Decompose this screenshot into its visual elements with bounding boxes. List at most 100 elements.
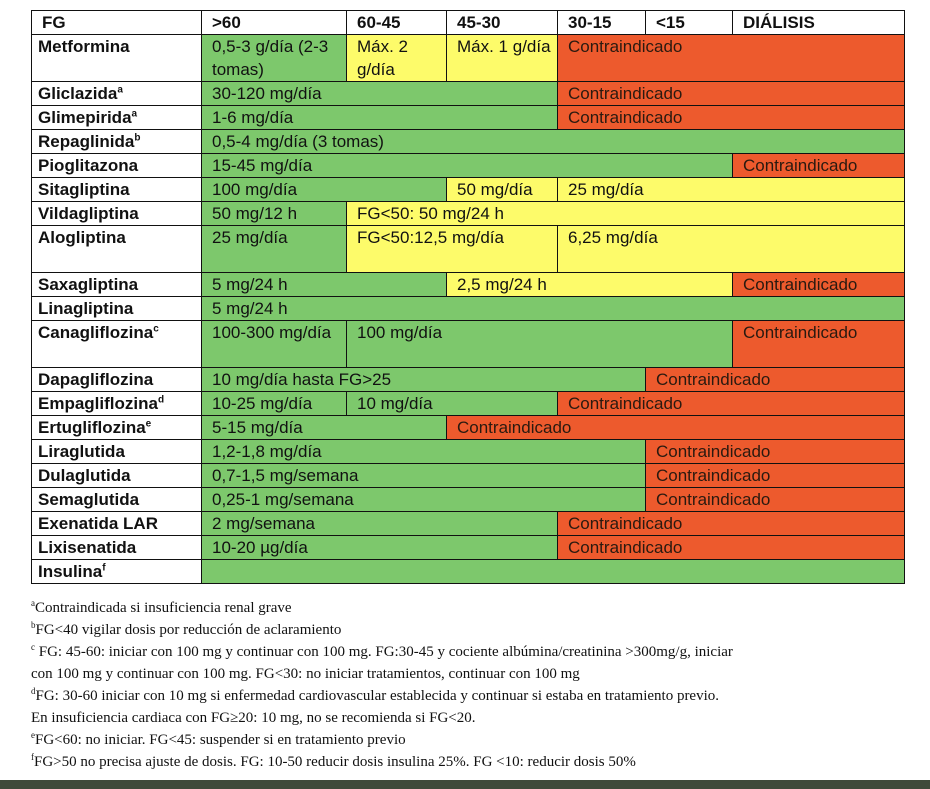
footnote-line: dFG: 30-60 iniciar con 10 mg si enfermed…	[31, 685, 911, 707]
dose-cell-red: Contraindicado	[557, 511, 905, 536]
footnote-marker: f	[31, 752, 34, 762]
drug-name: Gliclazida	[38, 84, 118, 103]
table-row: Vildagliptina 50 mg/12 h FG<50: 50 mg/24 h	[31, 201, 905, 226]
dose-cell-green: 0,25-1 mg/semana	[201, 487, 646, 512]
drug-name-cell: Saxagliptina	[31, 272, 202, 297]
drug-name-cell: Dulaglutida	[31, 463, 202, 488]
drug-name-cell: Pioglitazona	[31, 153, 202, 178]
footnote-line: c FG: 45-60: iniciar con 100 mg y contin…	[31, 641, 911, 663]
dose-cell-yellow: Máx. 2 g/día	[346, 34, 447, 82]
dose-cell-green: 100 mg/día	[201, 177, 447, 202]
dose-cell-green: 5 mg/24 h	[201, 296, 905, 321]
footnote-text: FG<40 vigilar dosis por reducción de acl…	[35, 622, 342, 638]
dose-cell-red: Contraindicado	[557, 81, 905, 106]
dose-cell-green: 10 mg/día	[346, 391, 558, 416]
renal-dosing-table: FG >60 60-45 45-30 30-15 <15 DIÁLISIS Me…	[31, 10, 905, 584]
dose-cell-yellow: 6,25 mg/día	[557, 225, 905, 273]
footnotes: aContraindicada si insuficiencia renal g…	[31, 597, 911, 773]
drug-name: Alogliptina	[38, 228, 126, 247]
table-row: Exenatida LAR 2 mg/semana Contraindicado	[31, 511, 905, 536]
dose-cell-yellow: 50 mg/día	[446, 177, 558, 202]
table-row: Repaglinidab 0,5-4 mg/día (3 tomas)	[31, 129, 905, 154]
footnote-text: FG: 45-60: iniciar con 100 mg y continua…	[35, 644, 733, 660]
table-row: Ertugliflozinae 5-15 mg/día Contraindicado	[31, 415, 905, 440]
dose-cell-green: 100-300 mg/día	[201, 320, 347, 368]
dose-cell-red: Contraindicado	[557, 105, 905, 130]
footnote-line: eFG<60: no iniciar. FG<45: suspender si …	[31, 729, 911, 751]
dose-cell-red: Contraindicado	[732, 153, 905, 178]
drug-name-cell: Insulinaf	[31, 559, 202, 584]
drug-name-cell: Linagliptina	[31, 296, 202, 321]
drug-name-cell: Alogliptina	[31, 225, 202, 273]
drug-footnote-marker: f	[102, 562, 106, 574]
footnote-text: En insuficiencia cardiaca con FG≥20: 10 …	[31, 710, 476, 726]
drug-footnote-marker: a	[131, 108, 138, 120]
drug-footnote-marker: a	[117, 84, 123, 96]
dose-cell-red: Contraindicado	[645, 463, 905, 488]
drug-footnote-marker: d	[157, 394, 165, 406]
drug-name: Dapagliflozina	[38, 370, 154, 389]
header-row: FG >60 60-45 45-30 30-15 <15 DIÁLISIS	[31, 10, 905, 35]
dose-cell-yellow: 2,5 mg/24 h	[446, 272, 733, 297]
drug-name-cell: Glimepiridaa	[31, 105, 202, 130]
drug-name: Dulaglutida	[38, 466, 131, 485]
dose-cell-green: 5 mg/24 h	[201, 272, 447, 297]
footnote-text: Contraindicada si insuficiencia renal gr…	[35, 600, 292, 616]
drug-name: Semaglutida	[38, 490, 140, 509]
drug-footnote-marker: b	[134, 132, 141, 144]
drug-name-cell: Sitagliptina	[31, 177, 202, 202]
dose-cell-red: Contraindicado	[645, 367, 905, 392]
drug-name-cell: Vildagliptina	[31, 201, 202, 226]
drug-name: Linagliptina	[38, 299, 134, 318]
footnote-line: En insuficiencia cardiaca con FG≥20: 10 …	[31, 707, 911, 729]
dose-cell-green: 10-20 µg/día	[201, 535, 558, 560]
drug-footnote-marker: c	[153, 323, 159, 335]
dose-cell-green: 10 mg/día hasta FG>25	[201, 367, 646, 392]
dose-cell-red: Contraindicado	[732, 320, 905, 368]
header-30-15: 30-15	[557, 10, 646, 35]
table-row: Canagliflozinac 100-300 mg/día 100 mg/día C…	[31, 320, 905, 368]
dose-cell-green: 0,7-1,5 mg/semana	[201, 463, 646, 488]
renal-dosing-table-wrapper: FG >60 60-45 45-30 30-15 <15 DIÁLISIS Me…	[31, 10, 905, 584]
drug-name: Empagliflozina	[38, 394, 158, 413]
drug-name-cell: Empagliflozinad	[31, 391, 202, 416]
drug-name: Pioglitazona	[38, 156, 139, 175]
dose-cell-red: Contraindicado	[557, 535, 905, 560]
dose-cell-green: 0,5-4 mg/día (3 tomas)	[201, 129, 905, 154]
dose-cell-red: Contraindicado	[645, 487, 905, 512]
footnote-marker: c	[31, 642, 35, 652]
dose-cell-green	[201, 559, 905, 584]
header-dialisis: DIÁLISIS	[732, 10, 905, 35]
dose-cell-green: 25 mg/día	[201, 225, 347, 273]
table-row: Metformina 0,5-3 g/día (2-3 tomas) Máx. 2 …	[31, 34, 905, 82]
bottom-edge-bar	[0, 780, 930, 789]
table-body: Metformina 0,5-3 g/día (2-3 tomas) Máx. 2 …	[31, 34, 905, 584]
table-row: Dapagliflozina 10 mg/día hasta FG>25 Contr…	[31, 367, 905, 392]
drug-name: Repaglinida	[38, 132, 135, 151]
table-row: Liraglutida 1,2-1,8 mg/día Contraindicado	[31, 439, 905, 464]
footnote-marker: a	[31, 598, 35, 608]
footnote-line: con 100 mg y continuar con 100 mg. FG<30…	[31, 663, 911, 685]
footnote-text: FG<60: no iniciar. FG<45: suspender si e…	[35, 732, 406, 748]
drug-name-cell: Exenatida LAR	[31, 511, 202, 536]
drug-name: Saxagliptina	[38, 275, 139, 294]
table-row: Dulaglutida 0,7-1,5 mg/semana Contraindica…	[31, 463, 905, 488]
table-row: Pioglitazona 15-45 mg/día Contraindicado	[31, 153, 905, 178]
drug-name-cell: Metformina	[31, 34, 202, 82]
table-row: Sitagliptina 100 mg/día 50 mg/día 25 mg/día	[31, 177, 905, 202]
dose-cell-yellow: Máx. 1 g/día	[446, 34, 558, 82]
dose-cell-yellow: FG<50:12,5 mg/día	[346, 225, 558, 273]
drug-name: Vildagliptina	[38, 204, 139, 223]
dose-cell-red: Contraindicado	[557, 34, 905, 82]
table-row: Saxagliptina 5 mg/24 h 2,5 mg/24 h Contrain…	[31, 272, 905, 297]
dose-cell-yellow: 25 mg/día	[557, 177, 905, 202]
drug-name-cell: Ertugliflozinae	[31, 415, 202, 440]
drug-name-cell: Liraglutida	[31, 439, 202, 464]
table-row: Empagliflozinad 10-25 mg/día 10 mg/día Cont…	[31, 391, 905, 416]
dose-cell-yellow: FG<50: 50 mg/24 h	[346, 201, 905, 226]
footnote-text: FG>50 no precisa ajuste de dosis. FG: 10…	[34, 754, 636, 770]
drug-name-cell: Dapagliflozina	[31, 367, 202, 392]
footnote-text: FG: 30-60 iniciar con 10 mg si enfermeda…	[35, 688, 720, 704]
drug-name: Lixisenatida	[38, 538, 137, 557]
drug-name: Canagliflozina	[38, 323, 154, 342]
